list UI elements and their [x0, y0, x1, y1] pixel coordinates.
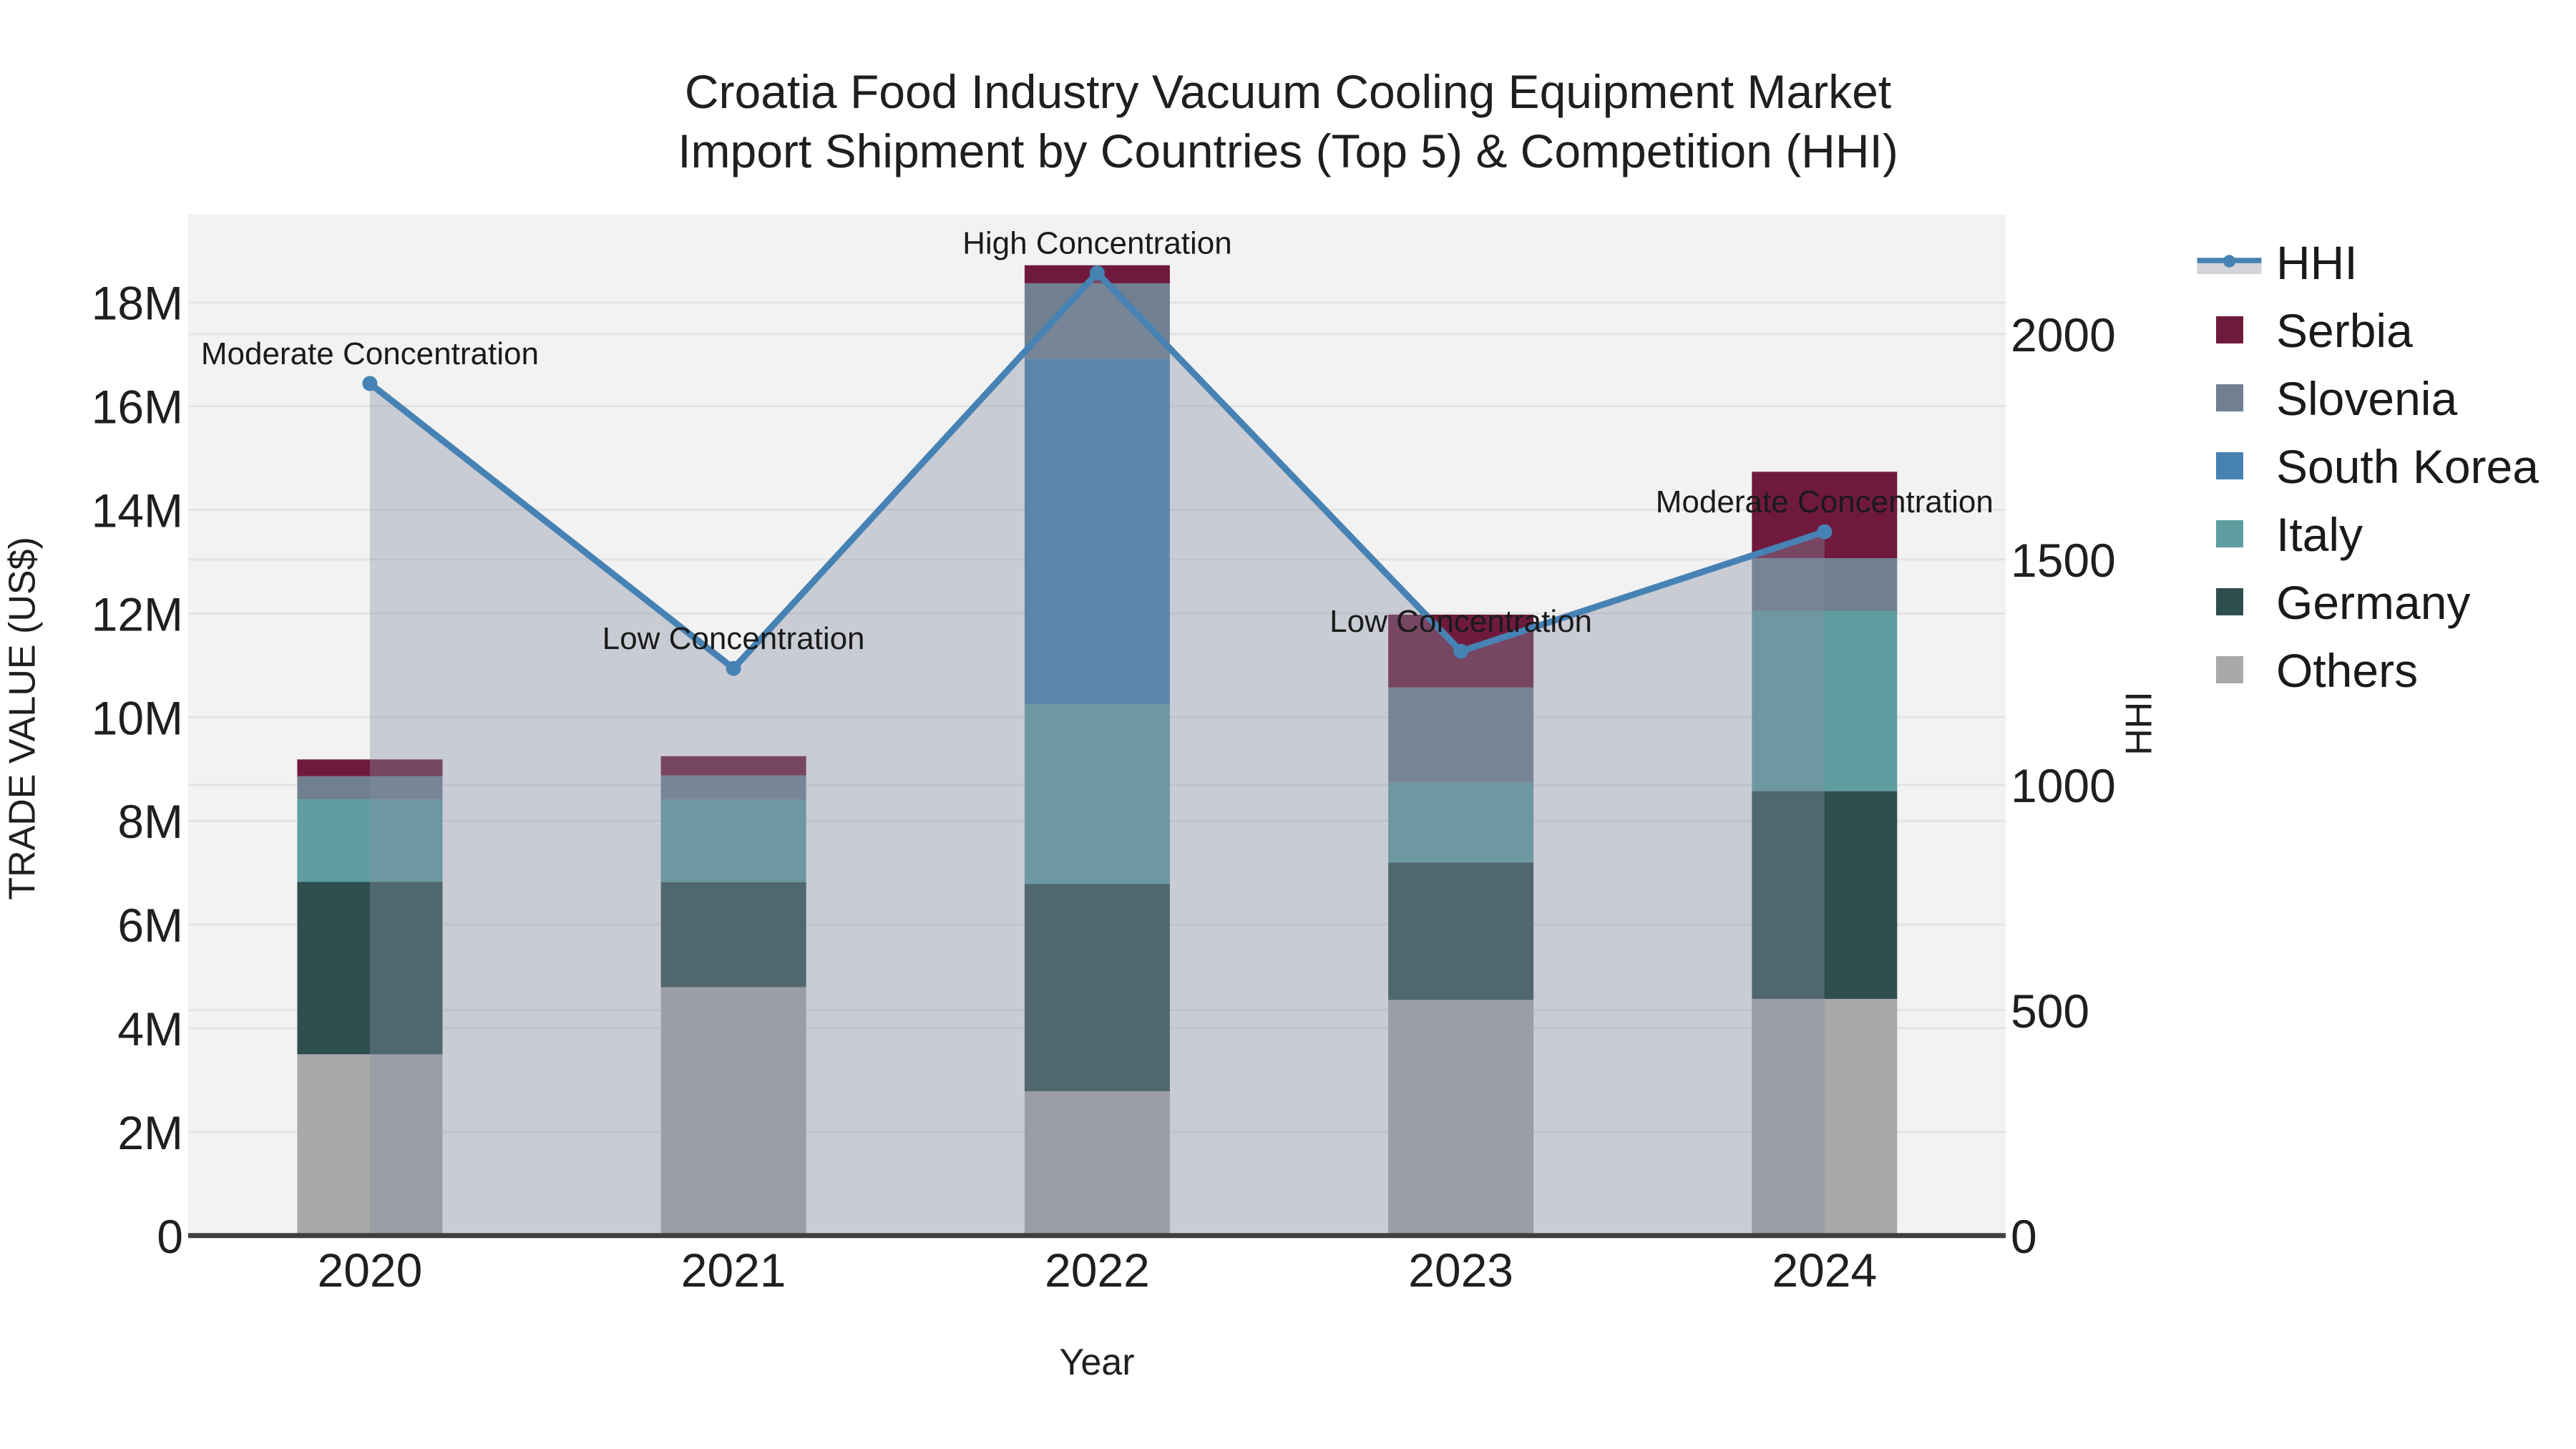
svg-text:10M: 10M — [92, 691, 183, 744]
svg-text:Others: Others — [2276, 644, 2418, 697]
svg-text:6M: 6M — [117, 899, 183, 952]
svg-text:1500: 1500 — [2011, 534, 2116, 587]
svg-text:Year: Year — [1059, 1342, 1134, 1383]
svg-text:Germany: Germany — [2276, 576, 2470, 629]
svg-text:2000: 2000 — [2011, 308, 2116, 361]
svg-text:2024: 2024 — [1772, 1244, 1877, 1297]
svg-text:4M: 4M — [117, 1002, 183, 1055]
svg-text:HHI: HHI — [2119, 691, 2160, 756]
svg-text:Croatia Food Industry Vacuum C: Croatia Food Industry Vacuum Cooling Equ… — [685, 65, 1891, 118]
svg-text:High Concentration: High Concentration — [962, 225, 1232, 260]
svg-text:Import Shipment by Countries (: Import Shipment by Countries (Top 5) & C… — [678, 125, 1898, 177]
svg-text:16M: 16M — [92, 381, 183, 434]
svg-text:South Korea: South Korea — [2276, 440, 2539, 493]
svg-text:0: 0 — [157, 1210, 183, 1263]
svg-text:Italy: Italy — [2276, 508, 2363, 561]
svg-text:12M: 12M — [92, 587, 183, 640]
svg-text:8M: 8M — [117, 795, 183, 848]
svg-text:2021: 2021 — [681, 1244, 786, 1297]
svg-text:1000: 1000 — [2011, 759, 2116, 812]
svg-text:Moderate Concentration: Moderate Concentration — [1656, 484, 1994, 519]
svg-text:HHI: HHI — [2276, 236, 2358, 289]
svg-text:2020: 2020 — [317, 1244, 422, 1297]
svg-text:Low Concentration: Low Concentration — [1330, 604, 1592, 639]
svg-text:TRADE VALUE (US$): TRADE VALUE (US$) — [2, 537, 44, 900]
svg-text:Slovenia: Slovenia — [2276, 372, 2457, 425]
svg-text:2022: 2022 — [1045, 1244, 1150, 1297]
svg-text:2M: 2M — [117, 1106, 183, 1159]
svg-text:2023: 2023 — [1408, 1244, 1513, 1297]
svg-text:Moderate Concentration: Moderate Concentration — [201, 336, 539, 371]
svg-text:18M: 18M — [92, 277, 183, 330]
svg-text:0: 0 — [2011, 1210, 2037, 1263]
svg-text:Low Concentration: Low Concentration — [602, 621, 865, 656]
svg-text:Serbia: Serbia — [2276, 304, 2413, 357]
svg-text:500: 500 — [2011, 985, 2089, 1038]
svg-text:14M: 14M — [92, 484, 183, 537]
